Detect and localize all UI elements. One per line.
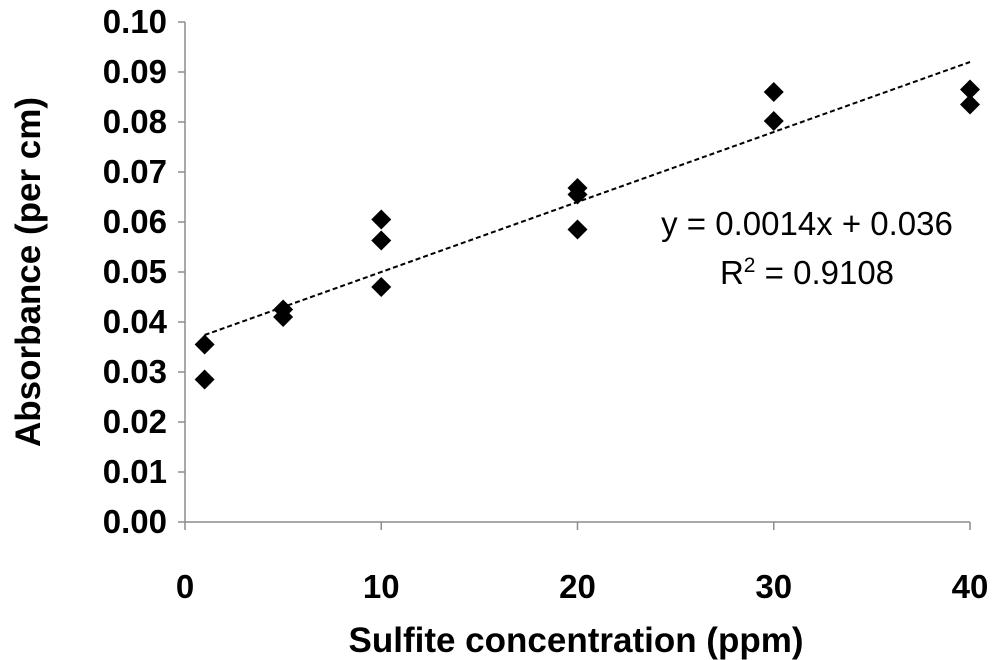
data-point-diamond (960, 79, 980, 100)
data-point-diamond (371, 230, 392, 251)
y-tick-labels: 0.00 0.01 0.02 0.03 0.04 0.05 0.06 0.07 0.08 0.09… (103, 3, 168, 540)
y-tick-label: 0.05 (103, 253, 167, 290)
y-tick-label: 0.08 (103, 103, 167, 140)
trendline (204, 61, 971, 336)
y-tick-label: 0.07 (103, 153, 167, 190)
r-squared-label: R2 = 0.9108 (720, 254, 894, 291)
y-tick-label: 0.03 (103, 353, 167, 390)
r-squared-exponent: 2 (744, 254, 756, 277)
data-point-diamond (273, 307, 294, 327)
y-tick-label: 0.09 (103, 53, 167, 90)
y-tick-label: 0.02 (103, 403, 167, 440)
x-tick-label: 10 (363, 568, 400, 605)
r-squared-value: = 0.9108 (755, 254, 894, 291)
data-point-diamond (194, 369, 215, 390)
data-point-diamond (763, 82, 784, 102)
x-axis-title: Sulfite concentration (ppm) (349, 621, 804, 660)
y-tick-label: 0.00 (103, 503, 167, 540)
data-points (194, 79, 980, 390)
y-tick-label: 0.01 (103, 453, 167, 490)
x-tick-label: 20 (559, 568, 596, 605)
data-point-diamond (371, 209, 392, 230)
x-tick-label: 0 (176, 568, 194, 605)
y-tick-label: 0.04 (103, 303, 168, 340)
y-tick-label: 0.10 (103, 3, 167, 40)
data-point-diamond (567, 184, 588, 205)
data-point-diamond (371, 277, 392, 297)
data-point-diamond (960, 94, 980, 115)
y-tick-label: 0.06 (103, 203, 167, 240)
x-tick-label: 40 (952, 568, 989, 605)
tick-marks (178, 21, 971, 530)
data-point-diamond (194, 334, 215, 355)
data-point-diamond (763, 111, 784, 131)
data-point-diamond (567, 219, 588, 240)
trendline-equation: y = 0.0014x + 0.036 (661, 205, 953, 242)
x-tick-labels: 0 10 20 30 40 (176, 568, 989, 605)
y-axis-title: Absorbance (per cm) (9, 97, 48, 447)
x-tick-label: 30 (755, 568, 792, 605)
r-squared-prefix: R (720, 254, 744, 291)
